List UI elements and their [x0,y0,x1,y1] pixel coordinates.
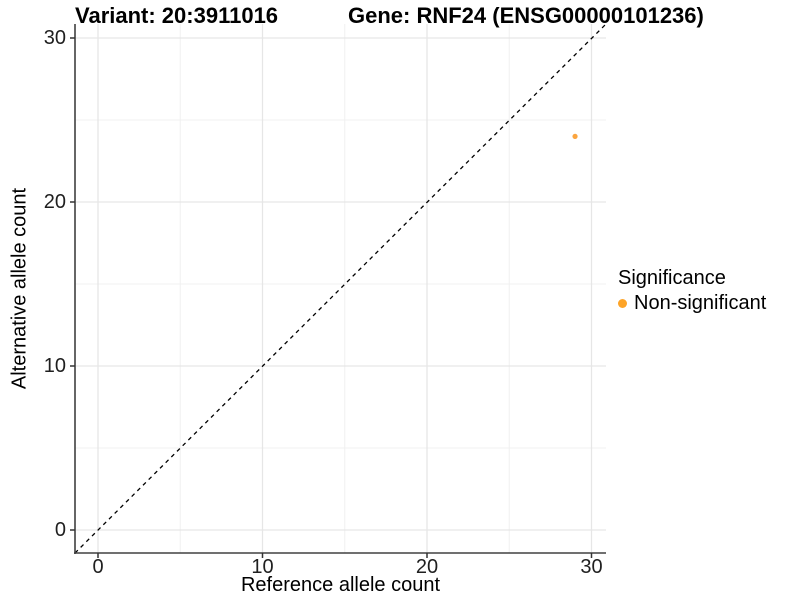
y-axis-title: Alternative allele count [8,187,31,390]
identity-line [74,23,607,554]
legend-title: Significance [618,267,726,289]
plot-title-variant: Variant: 20:3911016 [75,3,279,28]
x-tick-label: 10 [251,556,274,578]
y-tick-label: 20 [43,191,66,213]
x-tick-label: 30 [580,556,603,578]
x-tick-label: 0 [92,556,104,578]
legend-item-label: Non-significant [634,292,767,314]
y-tick-label: 30 [43,27,66,49]
x-tick-label: 20 [415,556,439,578]
y-tick-label: 10 [43,355,66,377]
legend-dot-icon [618,299,627,308]
x-axis-title: Reference allele count [240,574,440,596]
legend-item-non-significant: Non-significant [618,292,766,315]
plot-title-gene: Gene: RNF24 (ENSG00000101236) [348,3,704,28]
legend: Significance Non-significant [618,267,766,315]
y-tick-label: 0 [54,519,66,541]
data-point [572,133,578,139]
